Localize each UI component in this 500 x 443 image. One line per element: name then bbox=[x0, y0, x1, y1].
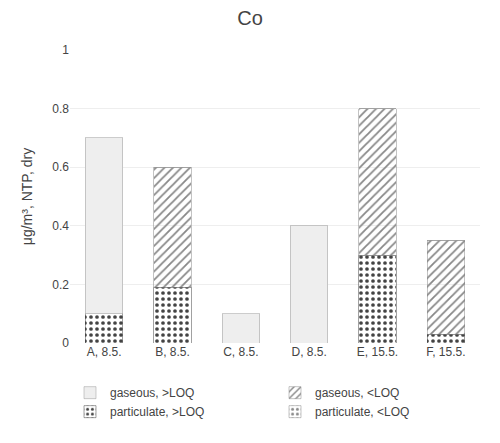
svg-text:B, 8.5.: B, 8.5. bbox=[155, 345, 190, 359]
svg-text:A, 8.5.: A, 8.5. bbox=[87, 345, 122, 359]
svg-text:0.4: 0.4 bbox=[52, 219, 69, 233]
svg-text:C, 8.5.: C, 8.5. bbox=[223, 345, 258, 359]
svg-text:D, 8.5.: D, 8.5. bbox=[291, 345, 326, 359]
svg-text:Co: Co bbox=[237, 7, 263, 29]
svg-text:particulate, <LOQ: particulate, <LOQ bbox=[315, 405, 409, 419]
svg-text:0: 0 bbox=[62, 336, 69, 350]
svg-text:0.6: 0.6 bbox=[52, 160, 69, 174]
svg-text:0.2: 0.2 bbox=[52, 278, 69, 292]
svg-text:0.8: 0.8 bbox=[52, 102, 69, 116]
svg-text:gaseous, >LOQ: gaseous, >LOQ bbox=[110, 386, 194, 400]
svg-text:particulate, >LOQ: particulate, >LOQ bbox=[110, 405, 204, 419]
svg-text:F, 15.5.: F, 15.5. bbox=[426, 345, 465, 359]
svg-text:1: 1 bbox=[62, 43, 69, 57]
svg-text:μg/m³, NTP, dry: μg/m³, NTP, dry bbox=[19, 148, 35, 245]
svg-text:gaseous, <LOQ: gaseous, <LOQ bbox=[315, 386, 399, 400]
svg-text:E, 15.5.: E, 15.5. bbox=[357, 345, 398, 359]
